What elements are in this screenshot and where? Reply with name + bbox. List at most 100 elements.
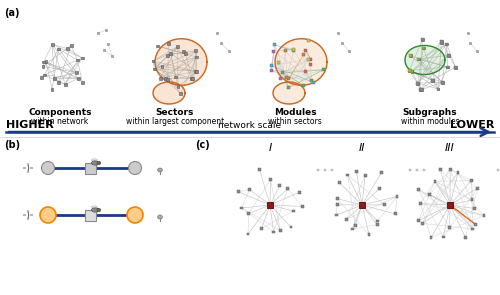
Bar	[220, 42, 222, 44]
Bar	[470, 179, 472, 182]
Text: Sectors: Sectors	[156, 108, 194, 117]
Bar	[269, 178, 272, 181]
Bar	[81, 81, 84, 84]
Text: Subgraphs: Subgraphs	[402, 108, 458, 117]
Ellipse shape	[23, 214, 26, 216]
Ellipse shape	[27, 170, 29, 173]
Bar	[167, 42, 170, 45]
Bar	[394, 212, 396, 215]
Bar	[196, 70, 198, 73]
Bar	[436, 88, 440, 90]
Circle shape	[97, 208, 100, 212]
Bar	[416, 82, 419, 85]
Bar	[43, 73, 46, 76]
Text: Modules: Modules	[274, 108, 316, 117]
Text: HIGHER: HIGHER	[6, 120, 54, 130]
Bar	[191, 77, 194, 80]
Bar	[57, 47, 60, 50]
Bar	[467, 32, 469, 34]
Bar	[97, 32, 99, 34]
Text: within largest component: within largest component	[126, 117, 224, 126]
Bar	[248, 188, 251, 191]
Bar	[447, 54, 450, 57]
Bar	[57, 81, 60, 84]
Bar	[380, 171, 382, 174]
Bar	[76, 59, 79, 61]
Text: within sectors: within sectors	[268, 117, 322, 126]
Bar	[345, 218, 348, 221]
Bar	[270, 64, 273, 67]
Bar	[469, 42, 471, 44]
Bar	[44, 60, 48, 63]
Bar	[476, 187, 479, 190]
Bar	[64, 83, 66, 86]
Bar	[273, 43, 276, 47]
Bar	[152, 60, 154, 63]
Bar	[418, 88, 422, 91]
Bar	[336, 203, 338, 206]
Bar	[420, 88, 422, 91]
Bar	[84, 163, 96, 173]
Bar	[337, 32, 339, 34]
Bar	[70, 44, 72, 47]
Bar	[159, 77, 162, 80]
Bar	[440, 42, 442, 45]
Bar	[470, 199, 474, 201]
Ellipse shape	[30, 167, 33, 169]
Bar	[301, 205, 304, 208]
Bar	[290, 225, 292, 228]
Bar	[180, 92, 182, 95]
Bar	[423, 169, 425, 171]
Bar	[105, 29, 107, 31]
Ellipse shape	[158, 215, 162, 219]
Bar	[176, 86, 180, 88]
Bar	[260, 227, 263, 230]
Bar	[434, 180, 436, 183]
Bar	[422, 47, 425, 49]
Bar	[431, 79, 434, 82]
Bar	[285, 76, 288, 79]
Bar	[272, 50, 276, 53]
Bar	[436, 88, 440, 90]
Bar	[40, 76, 42, 79]
Bar	[292, 209, 294, 212]
Bar	[440, 40, 443, 43]
Bar	[216, 32, 218, 34]
Bar	[42, 65, 44, 68]
Bar	[153, 68, 156, 70]
Bar	[176, 45, 179, 48]
Bar	[449, 168, 452, 171]
Bar	[410, 70, 414, 73]
Bar	[446, 66, 449, 68]
Bar	[417, 189, 420, 191]
Bar	[50, 88, 53, 91]
Polygon shape	[155, 39, 207, 85]
Circle shape	[128, 161, 141, 175]
Text: (c): (c)	[195, 140, 210, 150]
Bar	[473, 207, 476, 210]
Bar	[317, 169, 320, 171]
Bar	[282, 71, 284, 74]
Bar	[53, 77, 56, 80]
Bar	[418, 58, 420, 60]
Bar	[497, 169, 499, 171]
Bar	[248, 212, 250, 215]
Bar	[66, 47, 69, 50]
Bar	[240, 207, 243, 209]
Bar	[410, 70, 414, 73]
Bar	[430, 236, 432, 239]
Bar	[278, 184, 281, 187]
Bar	[417, 219, 420, 222]
Bar	[441, 81, 444, 83]
Ellipse shape	[23, 167, 26, 169]
Bar	[446, 66, 449, 68]
Bar	[302, 83, 304, 86]
Ellipse shape	[92, 159, 98, 161]
Bar	[476, 50, 478, 52]
Bar	[280, 77, 282, 80]
Bar	[416, 169, 418, 171]
Ellipse shape	[30, 214, 33, 216]
Bar	[278, 61, 280, 64]
Ellipse shape	[27, 217, 29, 220]
Text: II: II	[359, 143, 365, 153]
